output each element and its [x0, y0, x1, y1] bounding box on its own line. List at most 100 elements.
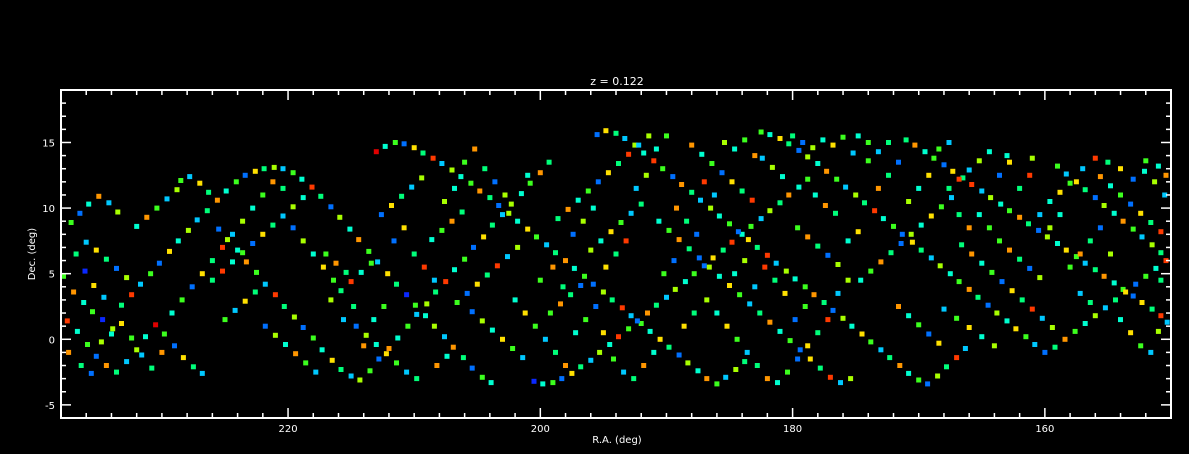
- data-point: [460, 355, 466, 361]
- data-point: [373, 342, 379, 347]
- data-point: [935, 373, 941, 379]
- data-point: [941, 162, 947, 168]
- data-point: [670, 174, 676, 180]
- data-point: [373, 149, 379, 155]
- data-point: [597, 349, 603, 355]
- data-point: [1123, 289, 1129, 295]
- data-point: [119, 302, 124, 308]
- data-point: [912, 142, 918, 148]
- data-point: [204, 208, 210, 214]
- data-point: [1023, 334, 1029, 340]
- data-point: [810, 145, 816, 151]
- data-point: [966, 225, 972, 231]
- data-point: [190, 364, 196, 370]
- data-point: [1087, 300, 1093, 305]
- data-point: [338, 367, 344, 372]
- data-point: [1138, 343, 1144, 349]
- data-point: [709, 161, 715, 166]
- data-point: [1155, 328, 1161, 334]
- data-point: [1152, 179, 1158, 185]
- data-point: [682, 279, 688, 285]
- data-point: [341, 317, 346, 323]
- data-point: [802, 304, 808, 309]
- data-point: [534, 234, 539, 240]
- data-point: [1047, 199, 1053, 204]
- data-point: [220, 244, 225, 250]
- data-point: [159, 349, 165, 355]
- data-point: [293, 351, 299, 357]
- data-point: [169, 310, 175, 316]
- data-point: [199, 271, 205, 277]
- data-point: [805, 343, 811, 349]
- data-point: [439, 227, 445, 233]
- data-point: [1029, 306, 1035, 312]
- data-point: [792, 317, 798, 323]
- data-point: [896, 159, 901, 165]
- data-point: [845, 238, 851, 244]
- data-point: [979, 188, 985, 194]
- data-point: [767, 132, 773, 138]
- data-point: [61, 273, 66, 279]
- data-point: [641, 363, 647, 368]
- data-point: [1037, 212, 1043, 218]
- data-point: [261, 166, 267, 172]
- data-point: [732, 146, 738, 152]
- data-point: [232, 307, 238, 313]
- data-point: [496, 203, 502, 208]
- data-point: [775, 380, 780, 386]
- data-point: [366, 248, 372, 254]
- data-point: [313, 369, 319, 375]
- data-point: [653, 302, 659, 308]
- data-point: [780, 174, 785, 180]
- data-point: [727, 283, 732, 288]
- data-point: [395, 335, 401, 341]
- data-point: [187, 174, 193, 180]
- data-point: [795, 356, 801, 362]
- data-point: [230, 259, 235, 265]
- data-point: [875, 149, 881, 155]
- data-point: [613, 130, 619, 136]
- data-point: [180, 355, 186, 361]
- data-point: [706, 264, 712, 270]
- data-point: [371, 317, 377, 323]
- data-point: [758, 129, 764, 135]
- data-point: [281, 304, 287, 309]
- data-point: [242, 172, 248, 178]
- data-point: [343, 269, 349, 275]
- data-point: [994, 310, 1000, 316]
- data-point: [733, 367, 739, 372]
- data-point: [452, 267, 457, 273]
- data-point: [936, 340, 942, 346]
- data-point: [220, 268, 225, 274]
- data-point: [1092, 267, 1098, 273]
- data-point: [714, 310, 720, 316]
- data-point: [739, 231, 745, 237]
- data-point: [603, 264, 609, 270]
- y-axis-label: Dec. (deg): [27, 228, 38, 280]
- data-point: [525, 226, 531, 232]
- data-point: [271, 164, 277, 170]
- data-point: [853, 192, 859, 198]
- data-point: [727, 221, 732, 227]
- data-point: [944, 364, 949, 370]
- data-point: [1155, 163, 1161, 169]
- data-point: [392, 140, 398, 145]
- data-point: [290, 204, 296, 210]
- data-point: [492, 179, 498, 185]
- data-point: [106, 200, 112, 206]
- data-point: [886, 172, 891, 178]
- data-point: [729, 179, 735, 185]
- data-point: [966, 286, 972, 292]
- data-point: [626, 326, 632, 332]
- data-point: [489, 222, 495, 228]
- data-point: [638, 321, 644, 326]
- data-point: [1027, 172, 1033, 178]
- data-point: [1139, 300, 1145, 305]
- data-point: [73, 251, 79, 257]
- data-point: [1148, 220, 1154, 225]
- data-point: [815, 161, 821, 166]
- data-point: [962, 346, 968, 351]
- data-point: [714, 381, 720, 387]
- data-point: [1153, 265, 1159, 271]
- data-point: [430, 155, 436, 161]
